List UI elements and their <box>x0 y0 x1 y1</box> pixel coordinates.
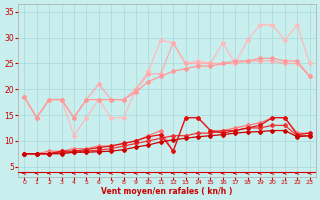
X-axis label: Vent moyen/en rafales ( kn/h ): Vent moyen/en rafales ( kn/h ) <box>101 187 233 196</box>
